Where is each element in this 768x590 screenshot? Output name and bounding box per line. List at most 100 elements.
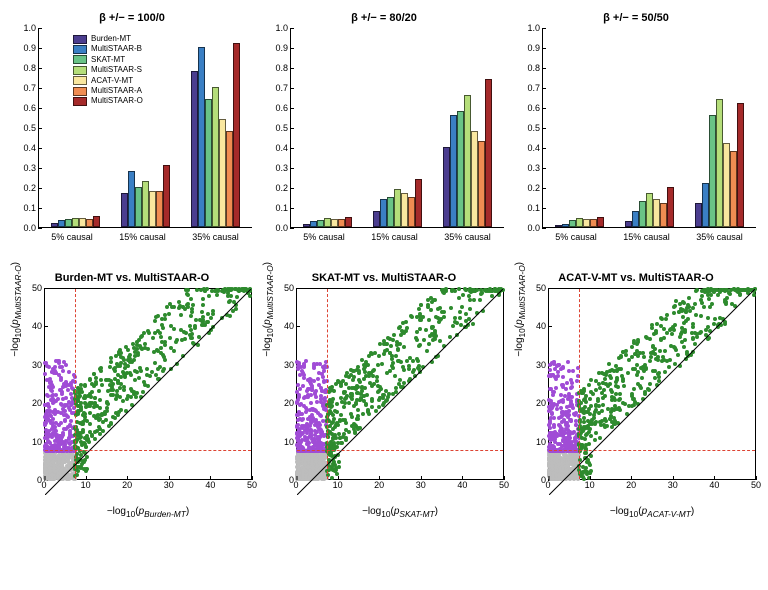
bar-panel: β +/− = 80/200.00.10.20.30.40.50.60.70.8… [264,12,504,242]
bar [695,203,702,227]
bar [212,87,219,227]
bar-group [303,28,352,227]
bar [737,103,744,227]
bar [709,115,716,227]
legend: Burden-MTMultiSTAAR-BSKAT-MTMultiSTAAR-S… [73,34,143,107]
bar-group [373,28,422,227]
bar [590,219,597,227]
x-axis-labels: 5% causal15% causal35% causal [542,232,756,242]
bar [149,191,156,227]
bar [331,219,338,227]
bar [660,203,667,227]
bar [667,187,674,227]
y-axis-ticks: 01020304050 [12,288,44,480]
bar [317,220,324,227]
bar [310,221,317,227]
bar [380,199,387,227]
scatter-plot-area [548,288,756,480]
bar [233,43,240,227]
bar [226,131,233,227]
bar [135,187,142,227]
x-axis-labels: 5% causal15% causal35% causal [38,232,252,242]
bar [471,131,478,227]
bar-plot-area [290,28,504,228]
scatter-plot-area [296,288,504,480]
bar [58,220,65,227]
bar [597,217,604,227]
bar [163,165,170,227]
bar [345,217,352,227]
bar [401,193,408,227]
panel-title: Burden-MT vs. MultiSTAAR-O [12,272,252,284]
scatter-plot-area [44,288,252,480]
bar [569,220,576,227]
bar [450,115,457,227]
x-axis-ticks: 01020304050 [296,480,504,492]
bar-panel: β +/− = 100/0 0.00.10.20.30.40.50.60.70.8… [12,12,252,242]
bar [457,111,464,227]
bar [478,141,485,227]
bar [191,71,198,227]
bar [632,211,639,227]
bar [394,189,401,227]
bar [86,219,93,227]
bar [51,223,58,227]
bar [142,181,149,227]
bar [387,197,394,227]
legend-item: Burden-MT [73,34,143,44]
y-axis-ticks: 0.00.10.20.30.40.50.60.70.80.91.0 [264,28,290,228]
bar [93,216,100,227]
bar [156,191,163,227]
bar-plot-area [542,28,756,228]
bar [72,218,79,227]
bar-panel: β +/− = 50/500.00.10.20.30.40.50.60.70.8… [516,12,756,242]
legend-item: SKAT-MT [73,55,143,65]
bar [128,171,135,227]
bar [324,218,331,227]
panel-title: ACAT-V-MT vs. MultiSTAAR-O [516,272,756,284]
bar [646,193,653,227]
bar-group [191,28,240,227]
y-axis-ticks: 01020304050 [264,288,296,480]
bar-group [625,28,674,227]
bar [583,219,590,227]
scatter-row: Burden-MT vs. MultiSTAAR-O−log10(pMultiS… [12,272,756,519]
panel-title: β +/− = 100/0 [12,12,252,24]
ref-line-horizontal [45,450,251,451]
bar [653,199,660,227]
legend-item: MultiSTAAR-S [73,65,143,75]
bar [485,79,492,227]
bar [625,221,632,227]
y-axis-ticks: 0.00.10.20.30.40.50.60.70.80.91.0 [12,28,38,228]
bar-group [443,28,492,227]
scatter-panel: Burden-MT vs. MultiSTAAR-O−log10(pMultiS… [12,272,252,519]
ref-line-horizontal [297,450,503,451]
bar [562,224,569,227]
legend-item: MultiSTAAR-B [73,44,143,54]
figure: β +/− = 100/0 0.00.10.20.30.40.50.60.70.8… [12,12,756,519]
bar [198,47,205,227]
legend-item: MultiSTAAR-A [73,86,143,96]
y-axis-ticks: 0.00.10.20.30.40.50.60.70.80.91.0 [516,28,542,228]
legend-item: MultiSTAAR-O [73,96,143,106]
x-axis-ticks: 01020304050 [548,480,756,492]
x-axis-label: −log10(pBurden-MT) [44,506,252,519]
bar [219,119,226,227]
y-axis-ticks: 01020304050 [516,288,548,480]
panel-title: SKAT-MT vs. MultiSTAAR-O [264,272,504,284]
bar [716,99,723,227]
bar [443,147,450,227]
bar [730,151,737,227]
bar-group [695,28,744,227]
bar [121,193,128,227]
bar [723,143,730,227]
ref-line-horizontal [549,450,755,451]
bar [555,225,562,227]
scatter-panel: SKAT-MT vs. MultiSTAAR-O−log10(pMultiSTA… [264,272,504,519]
x-axis-labels: 5% causal15% causal35% causal [290,232,504,242]
bar-group [555,28,604,227]
bar [373,211,380,227]
legend-item: ACAT-V-MT [73,76,143,86]
bar-plot-area: Burden-MTMultiSTAAR-BSKAT-MTMultiSTAAR-S… [38,28,252,228]
bar [408,197,415,227]
